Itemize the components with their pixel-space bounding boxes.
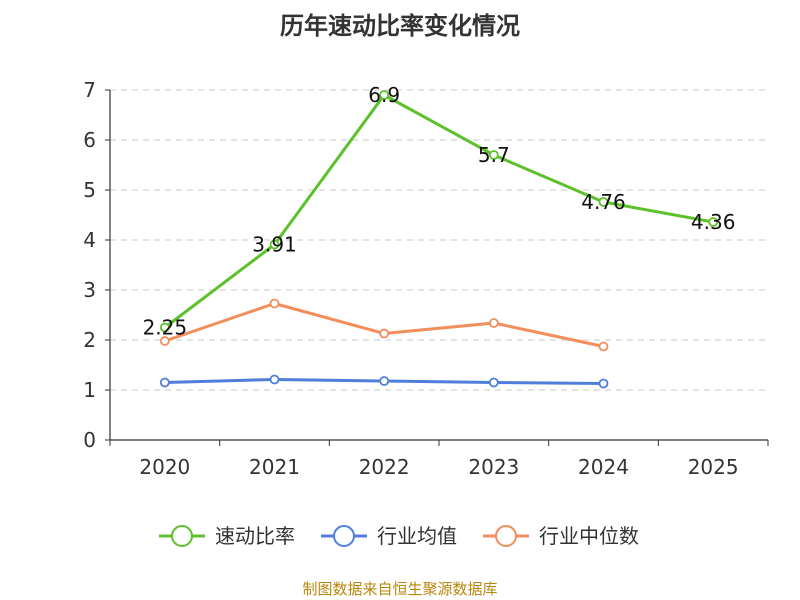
data-point[interactable]	[269, 374, 280, 385]
data-point[interactable]	[379, 376, 390, 386]
legend-swatch-marker	[495, 525, 517, 547]
legend-item[interactable]: 速动比率	[159, 524, 295, 548]
source-note: 制图数据来自恒生聚源数据库	[302, 580, 498, 598]
data-point[interactable]	[269, 239, 280, 250]
grid-lines	[110, 89, 768, 391]
y-tick-label: 6	[83, 128, 96, 152]
data-label: 5.7	[478, 143, 510, 167]
chart-title: 历年速动比率变化情况	[280, 12, 520, 40]
x-tick-label: 2025	[688, 455, 739, 479]
data-point[interactable]	[159, 336, 170, 346]
data-label: 4.76	[581, 190, 626, 214]
data-point[interactable]	[159, 322, 170, 333]
x-tick-label: 2021	[249, 455, 300, 479]
data-labels: 2.25 3.91 6.9 5.7 4.76 4.36	[143, 83, 736, 340]
series-line	[163, 93, 714, 329]
x-tick-label: 2024	[578, 455, 629, 479]
y-tick-label: 3	[83, 278, 96, 302]
data-point[interactable]	[488, 377, 499, 388]
data-point[interactable]	[269, 298, 280, 309]
data-point[interactable]	[708, 217, 719, 227]
axes: 0 1 2 3 4 5 6 7 2020 2021 2022 2023 2024 2025	[83, 78, 769, 479]
x-tick-label: 2023	[468, 455, 519, 479]
legend-item[interactable]: 行业中位数	[483, 524, 639, 548]
data-point[interactable]	[159, 377, 170, 388]
y-tick-label: 2	[83, 328, 96, 352]
legend-swatch-marker	[171, 525, 193, 547]
data-point[interactable]	[488, 150, 499, 160]
y-tick-label: 7	[83, 78, 96, 102]
data-label: 2.25	[143, 316, 188, 340]
legend-swatch-marker	[333, 525, 355, 547]
data-point[interactable]	[598, 341, 609, 352]
data-point[interactable]	[488, 318, 499, 328]
data-point[interactable]	[379, 328, 390, 339]
y-tick-label: 1	[83, 378, 96, 402]
legend-label: 速动比率	[215, 524, 295, 548]
data-label: 6.9	[368, 83, 400, 107]
legend-label: 行业中位数	[539, 524, 639, 548]
x-tick-label: 2020	[139, 455, 190, 479]
data-label: 4.36	[691, 210, 736, 234]
data-point[interactable]	[598, 378, 609, 389]
data-label: 3.91	[252, 233, 297, 257]
data-point[interactable]	[379, 90, 390, 100]
series-line	[164, 302, 604, 348]
legend-item[interactable]: 行业均值	[321, 524, 457, 548]
data-point[interactable]	[598, 197, 609, 207]
legend-label: 行业均值	[377, 524, 457, 548]
y-tick-label: 4	[83, 228, 96, 252]
x-tick-label: 2022	[359, 455, 410, 479]
series-lines	[159, 90, 719, 389]
y-tick-label: 0	[83, 428, 96, 452]
y-tick-label: 5	[83, 178, 96, 202]
legend[interactable]: 速动比率 行业均值 行业中位数	[159, 524, 639, 548]
